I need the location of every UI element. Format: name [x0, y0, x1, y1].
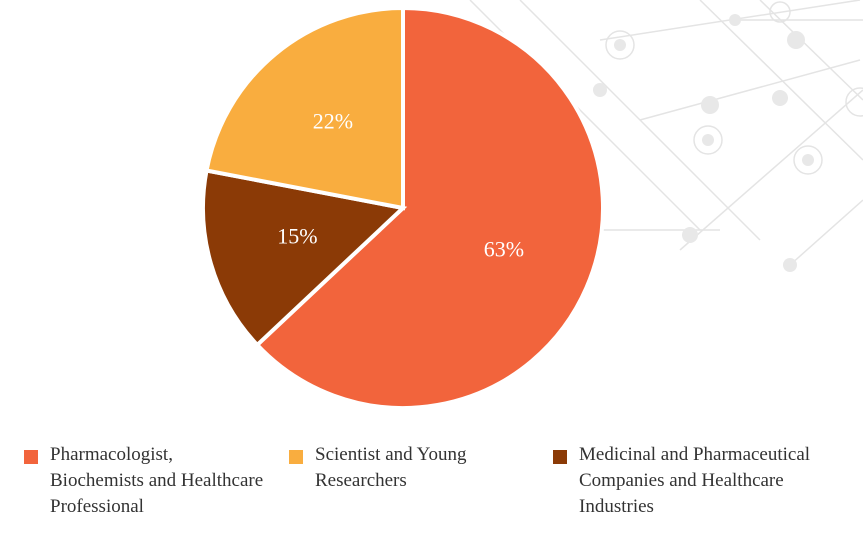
- pie: 63% 15% 22%: [203, 8, 603, 408]
- page: 63% 15% 22% Pharmacologist, Biochemists an…: [0, 0, 863, 555]
- legend-item: Scientist and Young Researchers: [289, 442, 509, 494]
- pie-slice: [207, 8, 403, 208]
- slice-label: 15%: [277, 224, 317, 249]
- legend-swatch: [553, 450, 567, 464]
- slice-label: 63%: [484, 237, 524, 262]
- slice-label: 22%: [313, 108, 353, 133]
- legend-item: Medicinal and Pharmaceutical Companies a…: [553, 442, 843, 520]
- legend-label: Pharmacologist, Biochemists and Healthca…: [50, 442, 264, 520]
- legend-swatch: [289, 450, 303, 464]
- legend-label: Medicinal and Pharmaceutical Companies a…: [579, 442, 843, 520]
- legend-swatch: [24, 450, 38, 464]
- legend-item: Pharmacologist, Biochemists and Healthca…: [24, 442, 264, 520]
- legend-label: Scientist and Young Researchers: [315, 442, 509, 494]
